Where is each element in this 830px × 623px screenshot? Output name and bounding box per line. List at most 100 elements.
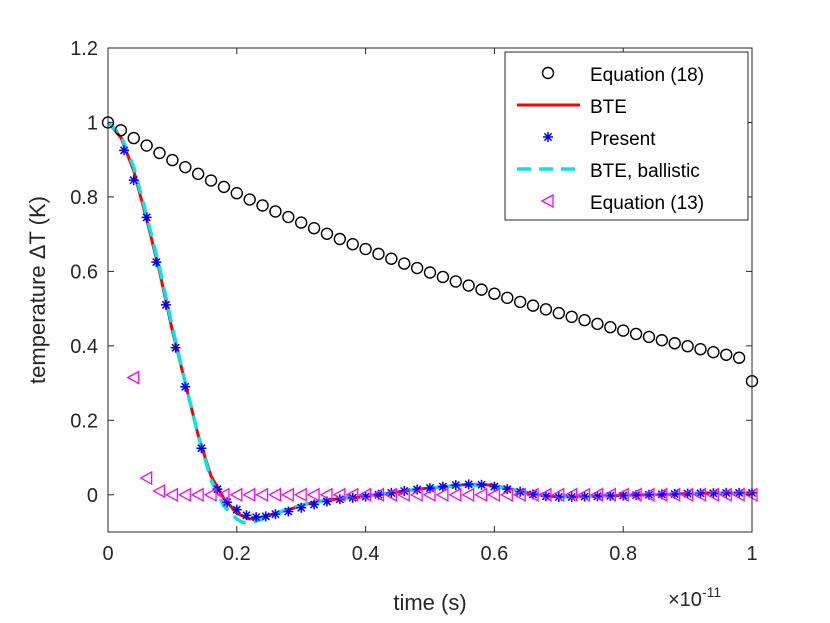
legend-label-bte-ballistic: BTE, ballistic [590, 161, 700, 182]
data-point-equation-13 [177, 487, 191, 502]
data-point-present [270, 509, 281, 520]
data-point-present [241, 510, 252, 521]
data-point-present [386, 487, 397, 498]
data-point-equation-13 [474, 487, 488, 502]
data-point-equation-13 [268, 487, 282, 502]
data-point-equation-18 [707, 345, 720, 359]
data-point-equation-18 [655, 334, 669, 347]
legend-label-equation-13: Equation (13) [590, 193, 704, 214]
data-point-equation-13 [667, 487, 681, 502]
data-point-equation-13 [332, 487, 346, 502]
legend-swatch-equation-13 [540, 193, 554, 209]
data-point-equation-18 [385, 252, 398, 265]
data-point-equation-13 [293, 487, 307, 502]
data-point-equation-13 [487, 487, 501, 502]
data-point-present [734, 487, 745, 498]
y-tick-label: 0 [87, 485, 98, 507]
data-point-equation-18 [436, 270, 450, 284]
y-tick-label: 0.8 [70, 187, 98, 209]
x-tick-label: 1 [746, 543, 757, 565]
data-point-present [196, 443, 207, 454]
data-point-equation-13 [680, 487, 694, 502]
legend-items [517, 66, 580, 209]
series-layer [101, 116, 759, 525]
x-tick-label: 0.4 [352, 543, 380, 565]
data-point-present [489, 481, 500, 492]
legend-label-equation-18: Equation (18) [590, 65, 704, 86]
data-point-present [212, 484, 223, 495]
data-point-equation-18 [668, 337, 681, 350]
x-tick-label: 0.8 [609, 543, 637, 565]
data-point-equation-13 [384, 487, 398, 502]
data-point-equation-13 [435, 487, 449, 502]
data-point-equation-18 [140, 139, 153, 152]
data-point-equation-13 [165, 487, 179, 502]
data-point-present [721, 487, 732, 498]
data-point-present [566, 492, 577, 503]
data-point-equation-18 [694, 342, 707, 356]
data-point-equation-18 [462, 279, 475, 292]
data-point-present [605, 490, 616, 501]
data-point-equation-13 [641, 487, 655, 502]
data-point-present [296, 502, 307, 513]
data-point-equation-13 [577, 487, 591, 502]
y-tick-label: 0.6 [70, 261, 98, 283]
data-point-equation-13 [512, 487, 526, 502]
data-point-present [180, 381, 191, 392]
data-point-present [231, 504, 242, 515]
data-point-present [309, 499, 320, 510]
data-point-equation-18 [333, 232, 347, 246]
data-point-equation-13 [371, 487, 385, 502]
legend-label-present: Present [590, 129, 656, 150]
data-point-equation-13 [590, 487, 604, 502]
data-point-present [643, 489, 654, 500]
x-tick-label: 0 [102, 543, 113, 565]
data-point-present [151, 257, 162, 268]
data-point-equation-18 [346, 238, 359, 251]
data-point-equation-18 [642, 330, 656, 344]
data-point-present [160, 299, 171, 310]
data-point-equation-13 [409, 487, 423, 502]
data-point-equation-13 [139, 470, 153, 486]
data-point-present [708, 488, 719, 499]
data-point-present [618, 490, 629, 501]
data-point-present [695, 488, 706, 499]
x-tick-label: 0.2 [223, 543, 251, 565]
data-point-equation-13 [564, 487, 578, 502]
data-point-equation-13 [448, 487, 462, 502]
data-point-equation-13 [216, 487, 230, 502]
data-point-equation-18 [578, 313, 591, 327]
data-point-equation-13 [525, 487, 539, 502]
data-point-equation-13 [190, 487, 204, 502]
data-point-equation-13 [628, 487, 642, 502]
y-tick-label: 1 [87, 112, 98, 134]
data-point-present [260, 511, 271, 522]
data-point-equation-18 [475, 283, 488, 296]
data-point-present [528, 489, 539, 500]
data-point-equation-13 [654, 487, 668, 502]
data-point-equation-13 [152, 483, 166, 499]
data-point-equation-18 [617, 324, 630, 337]
data-point-equation-18 [217, 180, 231, 194]
data-point-equation-18 [398, 257, 411, 270]
data-point-equation-18 [166, 153, 179, 167]
x-tick-label: 0.6 [480, 543, 508, 565]
data-point-present [656, 489, 667, 500]
data-point-equation-18 [552, 306, 565, 320]
data-point-present [502, 484, 513, 495]
x-axis-label: time (s) [393, 590, 466, 615]
x-multiplier: ×10-11 [668, 584, 721, 611]
data-point-equation-13 [203, 487, 217, 502]
data-point-present [540, 491, 551, 502]
data-point-present [437, 481, 448, 492]
data-point-equation-18 [720, 348, 733, 361]
data-point-equation-18 [591, 317, 604, 331]
y-axis-label: temperature ΔT (K) [25, 196, 50, 384]
legend-label-bte: BTE [590, 97, 627, 118]
y-tick-label: 1.2 [70, 38, 98, 60]
legend-swatch-present [543, 132, 553, 142]
data-point-present [128, 175, 139, 186]
data-point-equation-18 [191, 167, 205, 181]
data-point-present [170, 342, 181, 353]
data-point-present [334, 494, 345, 505]
